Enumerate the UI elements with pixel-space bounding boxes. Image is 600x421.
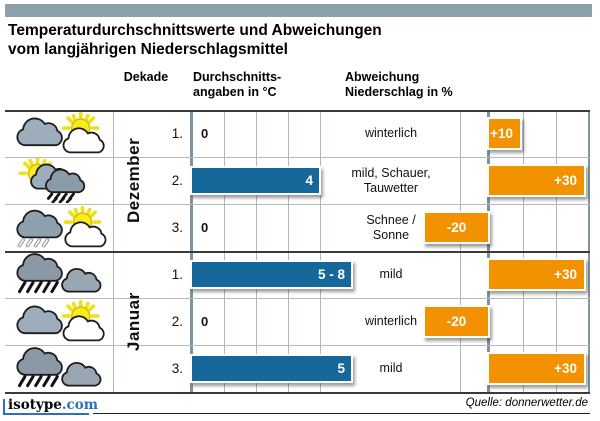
temperature-value: 5 - 8 xyxy=(317,267,345,282)
brand-tld: .com xyxy=(61,397,99,413)
brand-corner-mark xyxy=(3,399,5,413)
decade-label: 3. xyxy=(171,361,183,376)
column-header-temperature: Durchschnitts- angaben in °C xyxy=(193,70,282,99)
precipitation-bar: +10 xyxy=(487,117,522,150)
precipitation-value: -20 xyxy=(446,220,467,235)
temperature-bar: 4 xyxy=(190,166,321,195)
condition-label: mild xyxy=(379,361,403,375)
row-separator xyxy=(5,345,590,346)
footer-rule xyxy=(93,413,590,414)
title-line-2: vom langjährigen Niederschlagsmittel xyxy=(8,41,288,58)
decade-label: 3. xyxy=(171,220,183,235)
source-credit: Quelle: donnerwetter.de xyxy=(465,397,588,409)
precipitation-bar: -20 xyxy=(423,211,490,244)
page-title: Temperaturdurchschnittswerte und Abweich… xyxy=(8,21,568,59)
brand-logo: isotype.com xyxy=(8,397,98,413)
rain-clouds-icon xyxy=(4,346,116,391)
condition-label: mild, Schauer, Tauwetter xyxy=(351,165,431,195)
table-row: 2. 4 4 mild, Schauer, Tauwetter +30 xyxy=(0,157,600,204)
condition-label: mild xyxy=(379,267,403,281)
precipitation-value: +30 xyxy=(554,173,577,188)
temperature-bar: 5 - 8 xyxy=(190,260,353,289)
precipitation-value: +30 xyxy=(554,361,577,376)
temperature-value: 5 xyxy=(337,361,345,376)
temperature-bar: 5 xyxy=(190,354,353,383)
brand-name: isotype xyxy=(8,397,62,413)
precipitation-value: +10 xyxy=(490,126,513,141)
temperature-value: 4 xyxy=(305,173,313,188)
header-accent-bar xyxy=(5,4,592,17)
column-header-precipitation: Abweichung Niederschlag in % xyxy=(345,70,453,99)
row-separator xyxy=(5,204,590,205)
table-bottom-border xyxy=(5,392,590,394)
table-row: 3. 5 5 mild +30 xyxy=(0,345,600,392)
condition-label: winterlich xyxy=(364,314,418,328)
row-separator xyxy=(5,157,590,158)
table-row: 2. 0 0 winterlich -20 xyxy=(0,298,600,345)
decade-label: 2. xyxy=(171,314,183,329)
temperature-zero-label: 0 xyxy=(201,126,209,141)
column-header-dekade: Dekade xyxy=(123,70,169,84)
decade-label: 1. xyxy=(171,126,183,141)
condition-label: winterlich xyxy=(364,126,418,140)
precipitation-bar: -20 xyxy=(423,305,490,338)
temperature-zero-label: 0 xyxy=(201,220,209,235)
row-separator xyxy=(5,298,590,299)
precipitation-bar: +30 xyxy=(487,352,586,385)
sun-shower-icon xyxy=(4,158,116,203)
table-row: 1. 0 0 winterlich +10 xyxy=(0,110,600,157)
title-line-1: Temperaturdurchschnittswerte und Abweich… xyxy=(8,22,382,39)
temperature-zero-label: 0 xyxy=(201,314,209,329)
decade-label: 1. xyxy=(171,267,183,282)
condition-label: Schnee / Sonne xyxy=(366,212,416,242)
brand-underline xyxy=(3,413,89,415)
table-top-border xyxy=(5,110,590,112)
table-row: 1. 5 - 8 5 - 8 mild +30 xyxy=(0,251,600,298)
precipitation-bar: +30 xyxy=(487,164,586,197)
month-divider xyxy=(5,251,590,253)
table-row: 3. 0 0 Schnee / Sonne -20 xyxy=(0,204,600,251)
precipitation-value: +30 xyxy=(554,267,577,282)
decade-label: 2. xyxy=(171,173,183,188)
precipitation-bar: +30 xyxy=(487,258,586,291)
cloud-sun-icon xyxy=(4,111,116,156)
cloud-sun-icon xyxy=(4,299,116,344)
rain-clouds-icon xyxy=(4,252,116,297)
precipitation-value: -20 xyxy=(446,314,467,329)
snow-sun-icon xyxy=(4,205,116,250)
